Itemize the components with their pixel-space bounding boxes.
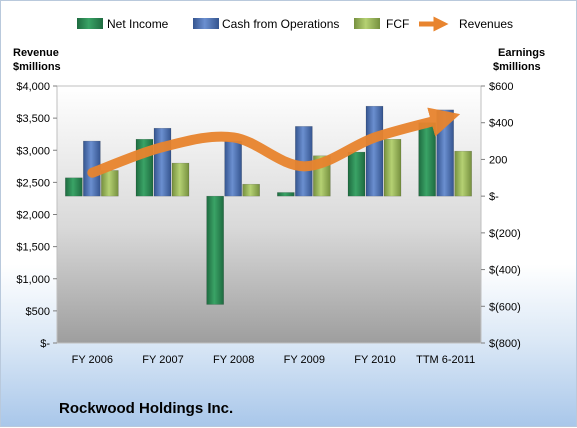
left-tick-label: $1,500 <box>16 242 50 254</box>
bar-cash-from-operations <box>224 140 242 197</box>
bar-fcf <box>242 183 260 197</box>
left-tick-label: $3,000 <box>16 145 50 157</box>
bar-cash-from-operations <box>365 105 384 197</box>
revenue-line-group <box>87 107 461 178</box>
bar-fcf <box>454 150 472 197</box>
x-axis-labels: FY 2006 FY 2007 FY 2008 FY 2009 FY 2010 TTM 6… <box>72 354 476 366</box>
x-tick-label: TTM 6-2011 <box>416 354 475 366</box>
right-axis-ticks: $(800) $(600) $(400) $(200) $- 200 $400 $600 <box>481 81 521 350</box>
company-name: Rockwood Holdings Inc. <box>59 400 233 417</box>
left-tick-label: $2,000 <box>16 210 50 222</box>
x-tick-label: FY 2009 <box>284 354 325 366</box>
left-tick-label: $- <box>40 338 50 350</box>
bar-fcf <box>383 138 402 197</box>
x-tick-label: FY 2008 <box>213 354 254 366</box>
bar-net-income <box>277 192 295 197</box>
left-axis-title-line1: Revenue <box>13 47 59 59</box>
left-tick-label: $2,500 <box>16 177 50 189</box>
bar-fcf <box>171 162 190 197</box>
right-tick-label: 200 <box>489 154 507 166</box>
bar-net-income <box>347 151 366 197</box>
revenue-line <box>87 107 461 178</box>
right-axis-title-line1: Earnings <box>498 47 545 59</box>
right-tick-label: $600 <box>489 81 513 93</box>
right-tick-label: $(200) <box>489 228 521 240</box>
bar-cash-from-operations <box>153 127 172 197</box>
x-tick-label: FY 2010 <box>354 354 395 366</box>
left-tick-label: $500 <box>26 306 50 318</box>
right-tick-label: $- <box>489 191 499 203</box>
left-tick-label: $3,500 <box>16 113 50 125</box>
legend-swatch-fcf <box>354 18 380 29</box>
x-tick-label: FY 2006 <box>72 354 113 366</box>
legend-label-revenues: Revenues <box>459 17 513 31</box>
left-axis-ticks: $- $500 $1,000 $1,500 $2,000 $2,500 $3,000 $3,5… <box>16 81 57 350</box>
legend-swatch-cash-from-operations <box>193 18 219 29</box>
legend-label-cash-from-operations: Cash from Operations <box>222 17 339 31</box>
right-tick-label: $(600) <box>489 301 521 313</box>
x-tick-label: FY 2007 <box>142 354 183 366</box>
legend-swatch-net-income <box>77 18 103 29</box>
bar-fcf <box>101 170 119 197</box>
left-tick-label: $4,000 <box>16 81 50 93</box>
left-tick-label: $1,000 <box>16 274 50 286</box>
right-tick-label: $(400) <box>489 265 521 277</box>
right-tick-label: $400 <box>489 118 513 130</box>
bar-net-income <box>206 195 224 305</box>
left-axis-title-line2: $millions <box>13 61 61 73</box>
legend-label-fcf: FCF <box>386 17 409 31</box>
right-axis-title-line2: $millions <box>493 61 541 73</box>
right-tick-label: $(800) <box>489 338 521 350</box>
legend: Net Income Cash from Operations FCF Reve… <box>77 16 513 32</box>
bar-net-income <box>65 177 83 197</box>
bar-net-income <box>418 122 436 197</box>
legend-label-net-income: Net Income <box>107 17 169 31</box>
